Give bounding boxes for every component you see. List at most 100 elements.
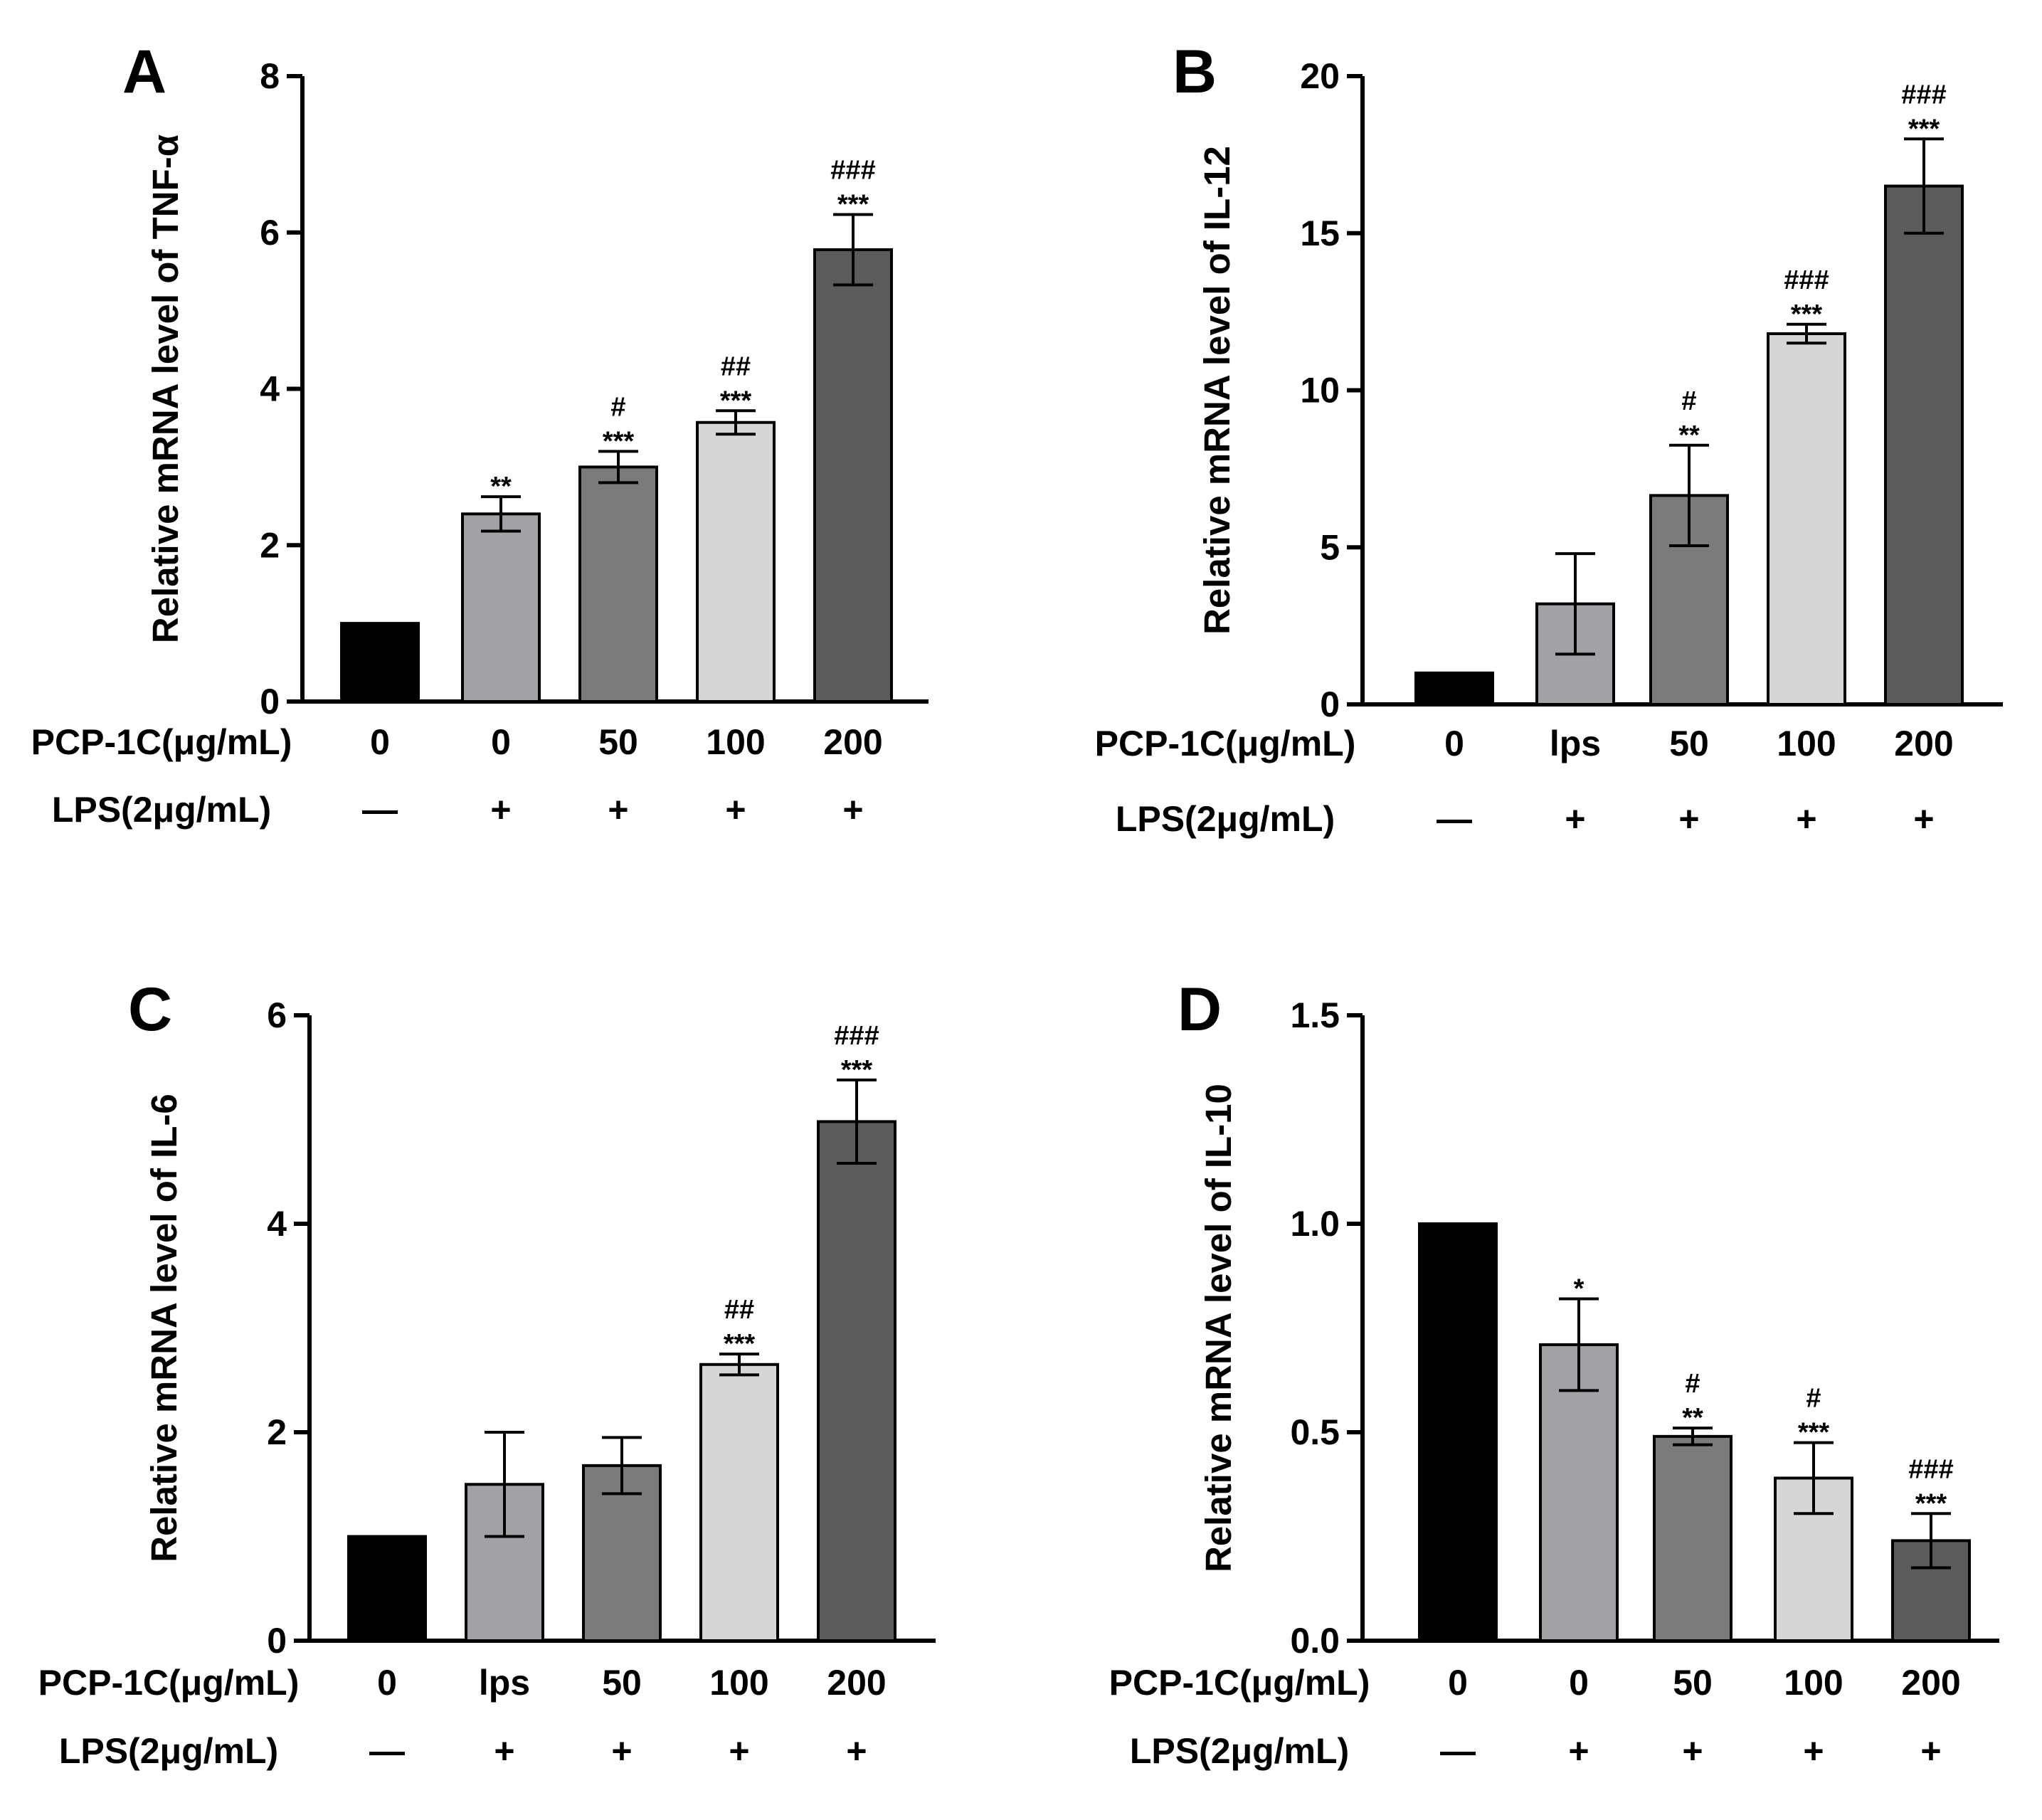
- panel-a-hash-mark: ##: [721, 351, 751, 381]
- panel-d-lps-mark: +: [1920, 1731, 1941, 1771]
- panel-d-y-axis-label: Relative mRNA level of IL-10: [1198, 1084, 1239, 1572]
- panel-b-star-mark: **: [1678, 420, 1700, 450]
- panel-b-bar: [1767, 332, 1846, 706]
- panel-a-hash-mark: #: [610, 392, 625, 422]
- panel-b-star-mark: ***: [1791, 300, 1823, 329]
- panel-a-star-mark: ***: [837, 189, 869, 219]
- panel-a-star-mark: **: [490, 472, 512, 502]
- panel-d-y-tick-label: 1.0: [1290, 1204, 1340, 1244]
- panel-c-y-tick-label: 6: [267, 995, 287, 1035]
- panel-a-lps-mark: +: [842, 790, 863, 830]
- panel-c-x-tick-label: lps: [479, 1663, 530, 1703]
- panel-b-lps-mark: +: [1565, 799, 1585, 839]
- panel-d-y-tick-label: 0.5: [1290, 1412, 1340, 1452]
- panel-a-pcp-row-label: PCP-1C(μg/mL): [31, 722, 292, 762]
- panel-a-x-tick-label: 100: [706, 722, 765, 762]
- panel-a-y-axis-label: Relative mRNA level of TNF-α: [145, 134, 186, 643]
- panel-a-lps-row-label: LPS(2μg/mL): [52, 790, 271, 830]
- panel-b-letter: B: [1173, 38, 1217, 106]
- panel-c-star-mark: ***: [841, 1055, 873, 1085]
- panel-a-y-tick-label: 2: [260, 525, 280, 565]
- panel-b-star-mark: ***: [1908, 114, 1940, 144]
- panel-d-star-mark: *: [1574, 1274, 1585, 1303]
- panel-d-bar: [1653, 1434, 1732, 1642]
- panel-c-y-tick-label: 4: [267, 1204, 287, 1244]
- panel-a-star-mark: ***: [720, 386, 752, 416]
- panel-b-lps-mark: —: [1437, 799, 1472, 839]
- panel-a-lps-mark: +: [490, 790, 511, 830]
- panel-a-x-tick-label: 200: [823, 722, 882, 762]
- panel-d-x-tick-label: 0: [1569, 1663, 1589, 1703]
- panel-d-x-tick-label: 200: [1901, 1663, 1960, 1703]
- panel-a-bar: [813, 248, 893, 703]
- panel-a-x-tick-label: 0: [370, 722, 390, 762]
- panel-a-y-tick-label: 4: [260, 369, 280, 409]
- panel-a-y-tick-label: 8: [260, 56, 280, 96]
- panel-c-hash-mark: ##: [724, 1295, 754, 1325]
- panel-b-x-tick-label: 200: [1894, 724, 1953, 763]
- panel-a-bar: [578, 465, 658, 703]
- panel-a-bar: [696, 420, 776, 704]
- panel-d-star-mark: **: [1682, 1403, 1703, 1433]
- panel-d-y-tick-label: 0.0: [1290, 1621, 1340, 1661]
- panel-d-lps-row-label: LPS(2μg/mL): [1130, 1731, 1349, 1771]
- panel-b-y-tick-label: 15: [1300, 213, 1340, 253]
- panel-b-hash-mark: #: [1681, 386, 1696, 416]
- panel-b-lps-mark: +: [1796, 799, 1816, 839]
- panel-a-bar: [461, 512, 541, 703]
- panel-d-bar: [1418, 1222, 1498, 1642]
- panel-d-hash-mark: #: [1685, 1369, 1700, 1399]
- panel-b-y-tick-label: 0: [1320, 684, 1340, 724]
- panel-a-x-tick-label: 0: [491, 722, 511, 762]
- panel-c-lps-row-label: LPS(2μg/mL): [59, 1731, 278, 1771]
- panel-a-lps-mark: +: [608, 790, 628, 830]
- panel-d-x-tick-label: 0: [1448, 1663, 1468, 1703]
- panel-c-hash-mark: ###: [834, 1021, 879, 1051]
- panel-d-star-mark: ***: [1798, 1418, 1830, 1448]
- panel-c-lps-mark: +: [846, 1731, 867, 1771]
- panel-a-letter: A: [122, 38, 166, 106]
- panel-c-bar: [699, 1363, 779, 1643]
- panel-d-bar: [1539, 1343, 1619, 1642]
- panel-b-x-tick-label: 100: [1777, 724, 1836, 763]
- panel-b-pcp-row-label: PCP-1C(μg/mL): [1095, 724, 1356, 763]
- panel-c-bar: [817, 1120, 896, 1643]
- panel-a-y-tick-label: 0: [260, 682, 280, 721]
- panel-d-letter: D: [1178, 975, 1222, 1044]
- panel-b-hash-mark: ###: [1784, 265, 1829, 295]
- panel-b-bar: [1414, 671, 1494, 706]
- panel-b-y-tick-label: 5: [1320, 527, 1340, 567]
- panel-b-x-tick-label: 50: [1669, 724, 1709, 763]
- panel-a-y-tick-label: 6: [260, 213, 280, 253]
- panel-d-hash-mark: #: [1806, 1384, 1821, 1414]
- panel-b-y-tick-label: 10: [1300, 371, 1340, 411]
- panel-a-star-mark: ***: [603, 426, 635, 456]
- panel-c-bar: [347, 1535, 427, 1642]
- panel-c-lps-mark: —: [369, 1731, 405, 1771]
- panel-b-x-tick-label: 0: [1444, 724, 1464, 763]
- panel-a-bar: [340, 622, 420, 703]
- panel-c-y-tick-label: 0: [267, 1621, 287, 1661]
- panel-d-hash-mark: ###: [1908, 1454, 1953, 1484]
- panel-b-lps-mark: +: [1913, 799, 1934, 839]
- panel-d-x-tick-label: 50: [1673, 1663, 1713, 1703]
- panel-c-pcp-row-label: PCP-1C(μg/mL): [38, 1663, 300, 1703]
- panel-d-lps-mark: +: [1568, 1731, 1589, 1771]
- panel-c-x-tick-label: 50: [602, 1663, 642, 1703]
- panel-c-star-mark: ***: [724, 1329, 756, 1359]
- panel-a-lps-mark: —: [362, 790, 398, 830]
- panel-c-y-tick-label: 2: [267, 1412, 287, 1452]
- panel-c-y-axis-label: Relative mRNA level of IL-6: [144, 1094, 184, 1562]
- panel-c-x-tick-label: 100: [709, 1663, 768, 1703]
- panel-b-y-axis-label: Relative mRNA level of IL-12: [1197, 146, 1237, 635]
- panel-d-pcp-row-label: PCP-1C(μg/mL): [1109, 1663, 1370, 1703]
- panel-d-star-mark: ***: [1915, 1488, 1947, 1518]
- panel-b-bar: [1884, 184, 1964, 706]
- panel-b-hash-mark: ###: [1901, 80, 1946, 110]
- panel-b-x-tick-label: lps: [1550, 724, 1601, 763]
- panel-a-x-tick-label: 50: [598, 722, 638, 762]
- panel-c-lps-mark: +: [729, 1731, 749, 1771]
- panel-b-lps-mark: +: [1678, 799, 1699, 839]
- panel-b-lps-row-label: LPS(2μg/mL): [1116, 799, 1335, 839]
